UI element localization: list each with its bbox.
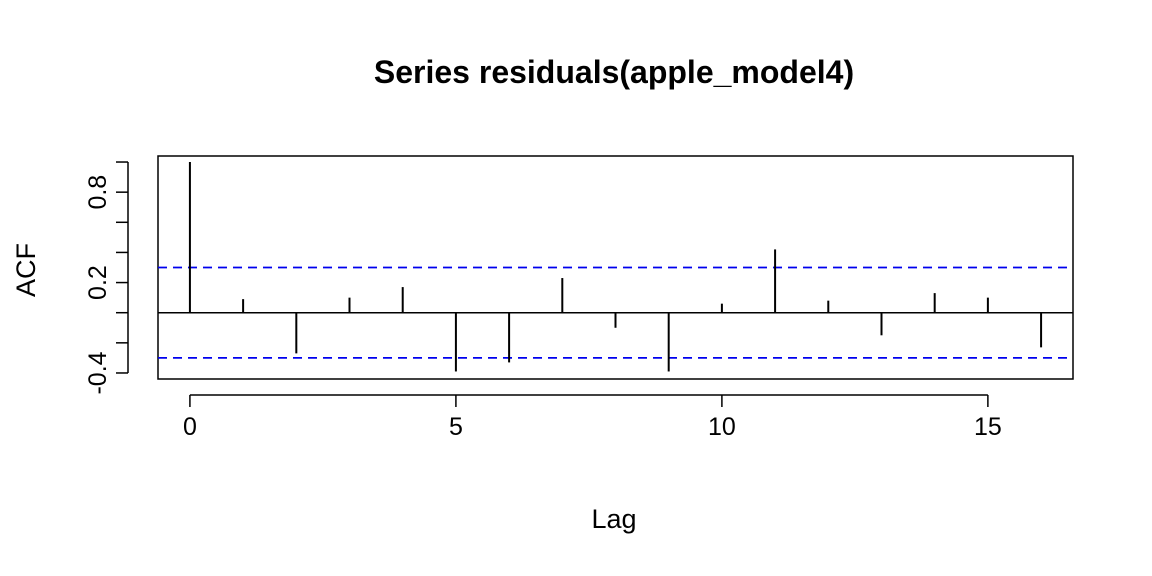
chart-marks: 0 5 10 15 -0.4 0.2 0.8 [84, 161, 1073, 441]
x-tick-label: 0 [183, 413, 197, 441]
y-tick-label: 0.2 [84, 265, 112, 300]
y-tick-label: -0.4 [84, 351, 112, 394]
x-tick-label: 5 [449, 413, 463, 441]
y-axis-label: ACF [11, 243, 41, 297]
x-tick-label: 15 [974, 413, 1002, 441]
chart-title: Series residuals(apple_model4) [374, 54, 854, 90]
y-tick-label: 0.8 [84, 175, 112, 210]
x-tick-label: 10 [708, 413, 736, 441]
x-axis-label: Lag [591, 504, 636, 534]
